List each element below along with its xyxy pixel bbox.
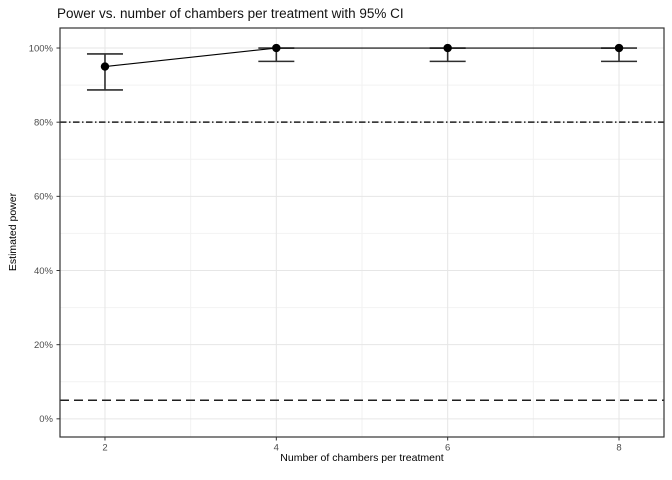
- y-tick-label-5: 100%: [29, 43, 54, 54]
- y-axis-title: Estimated power: [7, 192, 19, 272]
- chart-title: Power vs. number of chambers per treatme…: [57, 6, 404, 21]
- y-tick-label-1: 20%: [34, 340, 54, 351]
- x-tick-label-3: 8: [616, 443, 621, 454]
- y-tick-label-4: 80%: [34, 117, 54, 128]
- data-point-3: [614, 43, 624, 53]
- y-tick-label-0: 0%: [39, 414, 53, 425]
- data-point-0: [100, 62, 110, 71]
- data-point-1: [272, 43, 281, 53]
- data-point-2: [443, 43, 452, 53]
- panel-border: [59, 27, 665, 438]
- x-tick-label-0: 2: [102, 443, 107, 454]
- x-tick-label-2: 6: [445, 443, 450, 454]
- x-tick-label-1: 4: [274, 443, 279, 454]
- y-tick-label-3: 60%: [34, 192, 54, 203]
- y-tick-label-2: 40%: [34, 266, 54, 277]
- x-axis-title: Number of chambers per treatment: [280, 452, 444, 464]
- series-line: [104, 47, 620, 68]
